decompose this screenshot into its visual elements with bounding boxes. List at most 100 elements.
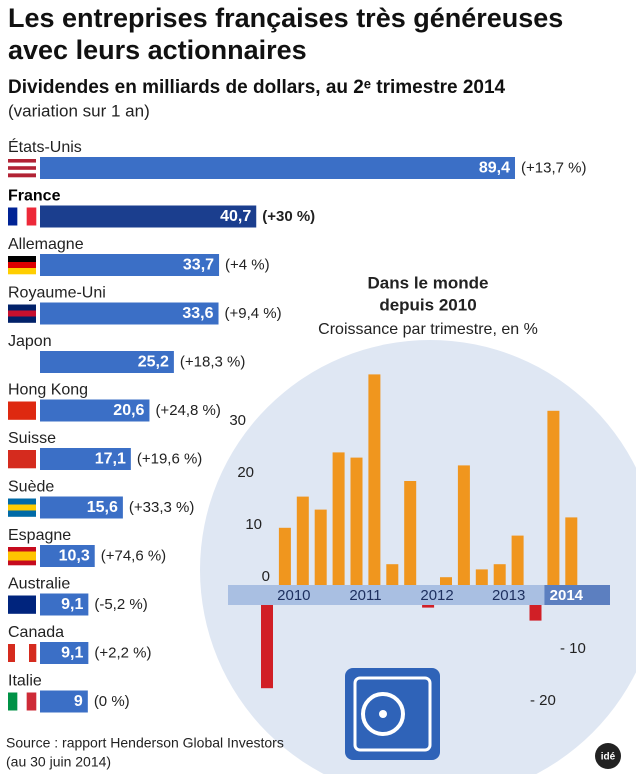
flag bbox=[8, 316, 36, 323]
category-label: Espagne bbox=[8, 527, 71, 544]
value-label: 40,7 bbox=[220, 208, 251, 225]
bar bbox=[475, 569, 488, 585]
change-label: (+9,4 %) bbox=[225, 305, 282, 322]
panel-title-1: Dans le monde bbox=[368, 273, 489, 292]
bar bbox=[529, 605, 542, 621]
y-tick-label: - 10 bbox=[560, 640, 586, 657]
source-line-2: (au 30 juin 2014) bbox=[6, 754, 111, 770]
bar bbox=[565, 517, 578, 585]
flag bbox=[8, 510, 36, 517]
category-label: Italie bbox=[8, 673, 42, 690]
flag bbox=[8, 310, 36, 317]
flag bbox=[8, 304, 36, 311]
value-label: 89,4 bbox=[479, 160, 510, 177]
flag bbox=[8, 173, 36, 178]
flag bbox=[29, 644, 37, 662]
bar bbox=[511, 535, 524, 585]
bar bbox=[40, 302, 219, 325]
change-label: (0 %) bbox=[94, 693, 130, 710]
value-label: 20,6 bbox=[113, 402, 144, 419]
subtitle: Dividendes en milliards de dollars, au 2… bbox=[8, 77, 506, 98]
title-line-1: Les entreprises françaises très généreus… bbox=[8, 3, 563, 33]
category-label: Suède bbox=[8, 479, 54, 496]
flag bbox=[8, 353, 36, 372]
bar bbox=[261, 605, 273, 689]
value-label: 15,6 bbox=[87, 499, 118, 516]
bar bbox=[40, 448, 131, 470]
globe bbox=[200, 340, 636, 774]
flag bbox=[8, 450, 36, 469]
bar bbox=[386, 564, 399, 585]
flag bbox=[17, 692, 27, 711]
flag bbox=[22, 644, 30, 662]
change-label: (+24,8 %) bbox=[155, 402, 220, 419]
bar bbox=[314, 509, 327, 585]
source-line-1: Source : rapport Henderson Global Invest… bbox=[6, 735, 284, 751]
flag bbox=[15, 644, 23, 662]
bar bbox=[278, 527, 291, 585]
bar bbox=[40, 351, 174, 373]
bar bbox=[404, 481, 417, 585]
bar bbox=[40, 254, 220, 276]
title-line-2: avec leurs actionnaires bbox=[8, 35, 307, 65]
change-label: (+4 %) bbox=[225, 256, 270, 273]
category-label: Canada bbox=[8, 624, 64, 641]
flag bbox=[8, 560, 36, 566]
y-tick-label: 10 bbox=[245, 516, 262, 533]
value-label: 9,1 bbox=[61, 645, 83, 662]
bar bbox=[40, 205, 257, 228]
x-tick-label: 2011 bbox=[349, 587, 381, 604]
category-label: Hong Kong bbox=[8, 382, 88, 399]
logo-badge bbox=[595, 743, 621, 769]
bar bbox=[457, 465, 470, 585]
category-label: États-Unis bbox=[8, 137, 82, 156]
flag bbox=[8, 595, 36, 614]
safe bbox=[345, 668, 440, 760]
bar bbox=[40, 593, 89, 616]
bar bbox=[40, 545, 95, 567]
bar bbox=[440, 577, 452, 585]
flag bbox=[17, 207, 27, 226]
flag bbox=[26, 207, 37, 226]
value-label: 9 bbox=[74, 693, 83, 710]
bar bbox=[40, 157, 515, 179]
note: (variation sur 1 an) bbox=[8, 101, 150, 120]
change-label: (+19,6 %) bbox=[137, 450, 202, 467]
change-label: (+2,2 %) bbox=[94, 644, 151, 661]
y-tick-label: 0 bbox=[262, 568, 270, 585]
category-label: Allemagne bbox=[8, 236, 84, 253]
flag bbox=[8, 268, 36, 275]
value-label: 33,7 bbox=[183, 257, 214, 274]
y-tick-label: 30 bbox=[229, 412, 246, 429]
flag bbox=[8, 644, 16, 662]
bar bbox=[40, 690, 88, 713]
flag bbox=[8, 556, 36, 561]
value-label: 25,2 bbox=[138, 354, 169, 371]
panel-subtitle: Croissance par trimestre, en % bbox=[318, 321, 538, 338]
value-label: 33,6 bbox=[182, 305, 213, 322]
bar bbox=[422, 605, 435, 608]
x-tick-label: 2012 bbox=[420, 587, 453, 604]
flag bbox=[8, 551, 36, 557]
flag bbox=[8, 169, 36, 174]
change-label: (+33,3 %) bbox=[129, 499, 194, 516]
category-label: Japon bbox=[8, 333, 52, 350]
bar bbox=[350, 457, 363, 585]
bar bbox=[332, 452, 345, 585]
y-tick-label: 20 bbox=[237, 464, 254, 481]
category-label: Australie bbox=[8, 576, 70, 593]
change-label: (-5,2 %) bbox=[94, 596, 147, 613]
bar bbox=[547, 410, 560, 585]
bar bbox=[368, 374, 381, 585]
change-label: (+18,3 %) bbox=[180, 353, 245, 370]
bar bbox=[296, 496, 309, 585]
y-tick-label: - 20 bbox=[530, 692, 556, 709]
value-label: 10,3 bbox=[59, 548, 90, 565]
bar bbox=[40, 496, 123, 519]
bar bbox=[493, 564, 506, 585]
x-tick-label: 2013 bbox=[492, 587, 525, 604]
bar bbox=[40, 399, 150, 422]
change-label: (+30 %) bbox=[262, 208, 315, 225]
flag bbox=[8, 159, 36, 163]
